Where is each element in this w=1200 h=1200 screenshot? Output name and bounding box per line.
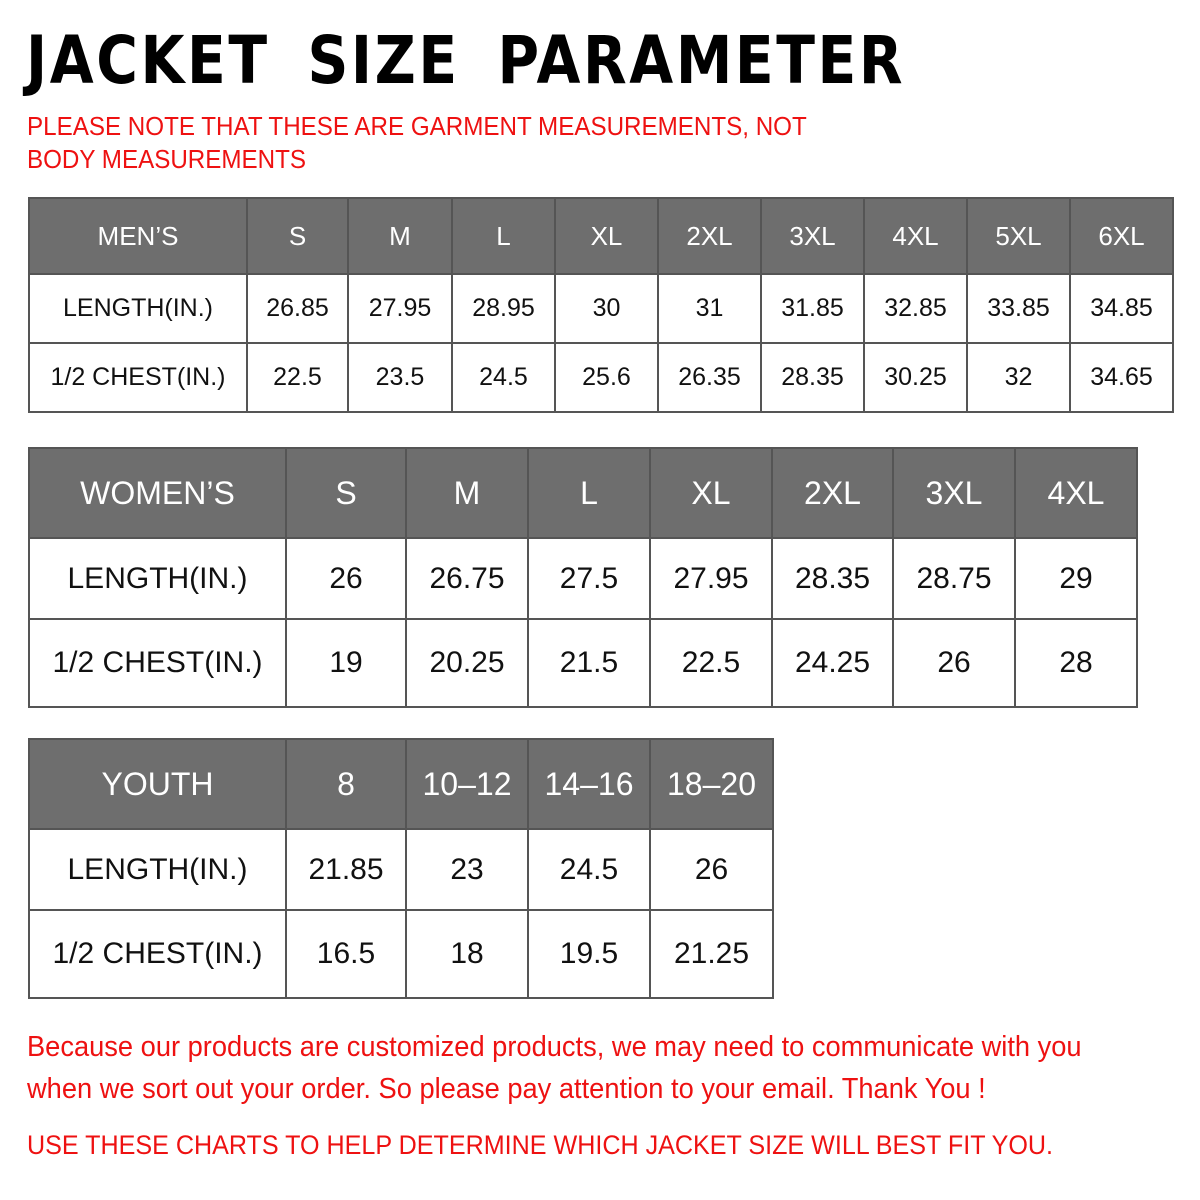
table-cell: 34.85 <box>1069 273 1174 344</box>
row-label: 1/2 CHEST(IN.) <box>28 618 287 708</box>
table-cell: 26 <box>649 828 774 911</box>
row-label: WOMEN’S <box>28 447 287 539</box>
table-cell: 26 <box>285 537 407 620</box>
table-cell: 4XL <box>1014 447 1138 539</box>
page-title: JACKET SIZE PARAMETER <box>26 22 906 99</box>
table-cell: 21.25 <box>649 909 774 999</box>
youth-size-table: YOUTH 8 10–12 14–16 18–20 LENGTH(IN.) 21.85 23 2… <box>28 738 774 999</box>
table-cell: 31 <box>657 273 762 344</box>
table-row: 1/2 CHEST(IN.) 22.5 23.5 24.5 25.6 26.35 28.35… <box>28 342 1174 413</box>
table-cell: 24.5 <box>527 828 651 911</box>
table-cell: 28.35 <box>760 342 865 413</box>
row-label: LENGTH(IN.) <box>28 273 248 344</box>
table-row: LENGTH(IN.) 21.85 23 24.5 26 <box>28 828 774 911</box>
table-cell: 24.25 <box>771 618 894 708</box>
table-cell: 3XL <box>892 447 1016 539</box>
table-cell: M <box>347 197 453 275</box>
table-header-row: WOMEN’S S M L XL 2XL 3XL 4XL <box>28 447 1138 539</box>
table-cell: L <box>451 197 556 275</box>
womens-size-table: WOMEN’S S M L XL 2XL 3XL 4XL LENGTH(IN.) 26 26.75 2… <box>28 447 1138 708</box>
table-cell: 30 <box>554 273 659 344</box>
table-cell: 27.5 <box>527 537 651 620</box>
garment-note: PLEASE NOTE THAT THESE ARE GARMENT MEASU… <box>27 111 807 174</box>
table-cell: 22.5 <box>246 342 349 413</box>
table-cell: 14–16 <box>527 738 651 830</box>
table-cell: 23 <box>405 828 529 911</box>
table-cell: 34.65 <box>1069 342 1174 413</box>
table-cell: 10–12 <box>405 738 529 830</box>
table-cell: 24.5 <box>451 342 556 413</box>
row-label: 1/2 CHEST(IN.) <box>28 909 287 999</box>
row-label: YOUTH <box>28 738 287 830</box>
table-cell: 25.6 <box>554 342 659 413</box>
table-cell: 2XL <box>771 447 894 539</box>
table-cell: XL <box>554 197 659 275</box>
table-row: LENGTH(IN.) 26.85 27.95 28.95 30 31 31.85 32.85… <box>28 273 1174 344</box>
table-cell: 3XL <box>760 197 865 275</box>
table-cell: 26 <box>892 618 1016 708</box>
table-cell: 20.25 <box>405 618 529 708</box>
table-cell: 26.75 <box>405 537 529 620</box>
table-cell: XL <box>649 447 773 539</box>
table-cell: 32 <box>966 342 1071 413</box>
mens-size-table: MEN’S S M L XL 2XL 3XL 4XL 5XL 6XL LENGTH(IN.) 26.8… <box>28 197 1174 413</box>
table-cell: 26.85 <box>246 273 349 344</box>
table-cell: 28.75 <box>892 537 1016 620</box>
table-cell: 6XL <box>1069 197 1174 275</box>
row-label: LENGTH(IN.) <box>28 828 287 911</box>
table-row: 1/2 CHEST(IN.) 16.5 18 19.5 21.25 <box>28 909 774 999</box>
table-cell: 21.5 <box>527 618 651 708</box>
table-cell: 4XL <box>863 197 968 275</box>
table-cell: 28.35 <box>771 537 894 620</box>
table-cell: 29 <box>1014 537 1138 620</box>
table-cell: 31.85 <box>760 273 865 344</box>
table-cell: 21.85 <box>285 828 407 911</box>
table-cell: S <box>246 197 349 275</box>
table-cell: 30.25 <box>863 342 968 413</box>
table-cell: 16.5 <box>285 909 407 999</box>
row-label: MEN’S <box>28 197 248 275</box>
table-row: 1/2 CHEST(IN.) 19 20.25 21.5 22.5 24.25 26 28 <box>28 618 1138 708</box>
table-cell: 8 <box>285 738 407 830</box>
table-cell: L <box>527 447 651 539</box>
table-cell: 5XL <box>966 197 1071 275</box>
table-cell: 23.5 <box>347 342 453 413</box>
table-cell: 27.95 <box>347 273 453 344</box>
row-label: LENGTH(IN.) <box>28 537 287 620</box>
row-label: 1/2 CHEST(IN.) <box>28 342 248 413</box>
table-cell: M <box>405 447 529 539</box>
table-cell: 22.5 <box>649 618 773 708</box>
size-advice: USE THESE CHARTS TO HELP DETERMINE WHICH… <box>27 1130 1054 1160</box>
table-cell: 28 <box>1014 618 1138 708</box>
table-cell: 26.35 <box>657 342 762 413</box>
table-header-row: YOUTH 8 10–12 14–16 18–20 <box>28 738 774 830</box>
table-cell: 32.85 <box>863 273 968 344</box>
table-row: LENGTH(IN.) 26 26.75 27.5 27.95 28.35 28.75 29 <box>28 537 1138 620</box>
table-cell: 27.95 <box>649 537 773 620</box>
customization-message: Because our products are customized prod… <box>27 1031 1082 1105</box>
table-cell: S <box>285 447 407 539</box>
table-header-row: MEN’S S M L XL 2XL 3XL 4XL 5XL 6XL <box>28 197 1174 275</box>
table-cell: 18–20 <box>649 738 774 830</box>
table-cell: 18 <box>405 909 529 999</box>
table-cell: 33.85 <box>966 273 1071 344</box>
table-cell: 28.95 <box>451 273 556 344</box>
table-cell: 2XL <box>657 197 762 275</box>
table-cell: 19 <box>285 618 407 708</box>
table-cell: 19.5 <box>527 909 651 999</box>
